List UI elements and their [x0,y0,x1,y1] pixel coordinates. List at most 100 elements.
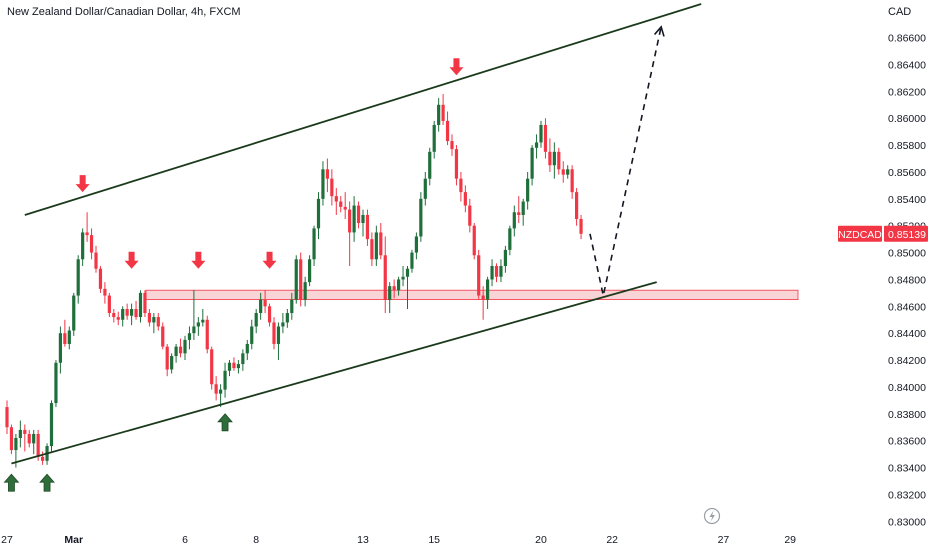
price-tag [884,225,928,242]
candle [330,169,334,206]
currency-label: CAD [888,6,912,18]
candle-body [183,339,187,354]
candle [254,309,258,334]
candle [58,326,62,374]
candle [121,306,125,327]
y-tick-label: 0.83000 [888,516,926,528]
candle [107,292,111,318]
candle [138,290,143,323]
candle [423,171,427,206]
candle [9,424,14,455]
candle [379,223,383,260]
candle-body [89,235,94,253]
candle [566,165,570,179]
candle-body [219,389,223,394]
projection-arrowhead [654,25,665,37]
candle [196,317,200,336]
candle-body [339,201,343,207]
candle [579,214,583,240]
y-tick-label: 0.86200 [888,86,926,98]
candle [321,161,325,206]
x-tick-label: 13 [357,534,369,546]
candle-body [383,255,387,300]
candle-body [312,228,316,260]
candle-body [223,370,227,390]
candle [534,134,539,159]
candle [570,165,574,199]
candle-body [472,225,476,256]
candle [468,198,472,233]
candle-body [481,295,485,300]
candle [98,266,103,293]
candle-body [561,169,565,175]
candle [445,111,450,146]
candle [205,315,209,354]
x-tick-label: 27 [1,534,13,546]
candle-body [365,214,370,240]
candle [419,192,423,242]
candle [334,188,338,215]
candle [481,286,485,320]
lightning-icon[interactable] [703,507,721,525]
candle-body [250,326,254,344]
candle [89,228,94,260]
candle-body [477,255,481,296]
candle-body [526,178,530,202]
candle [477,249,481,300]
candle-body [94,252,98,269]
candle-body [290,299,294,314]
candle-body [210,349,214,385]
candle-body [205,319,209,350]
candle-body [543,124,548,152]
candle [178,338,183,358]
candle-body [343,206,347,210]
candle [561,161,565,183]
candle [388,282,392,314]
candle [227,360,232,377]
candle [27,429,31,448]
candle [170,353,174,374]
candle [152,313,156,334]
candle-body [330,178,334,197]
candle-body [152,317,156,323]
candle-body [517,212,521,215]
candle [223,362,227,398]
candle-body [334,196,338,202]
candle-body [579,218,583,234]
candle-body [468,205,472,226]
candle [130,303,134,326]
candle-body [49,403,54,447]
candle [352,196,356,242]
candle-body [232,362,236,369]
candle [210,346,214,390]
candle [174,343,178,363]
candle-body [494,266,499,277]
y-tick-label: 0.83600 [888,436,926,448]
candle-body [503,249,507,267]
candle-body [272,322,276,344]
candle [214,376,218,401]
candle-body [521,201,525,215]
candle-body [125,309,129,316]
candle [450,134,454,156]
candle [236,360,240,374]
candle [49,400,54,452]
candle [405,266,410,310]
candle [263,290,267,314]
candle-body [18,429,22,438]
candle [72,292,76,336]
candle-body [23,429,27,434]
y-tick-label: 0.84400 [888,328,926,340]
candle [348,201,352,267]
candle [397,276,401,296]
y-tick-label: 0.85400 [888,194,926,206]
candle-body [459,178,463,193]
candle [374,225,378,267]
candle [125,303,129,320]
candle-body [437,104,441,125]
candle-body [379,232,383,256]
candle-body [441,104,445,121]
candle-body [397,279,401,291]
candle [316,192,321,240]
